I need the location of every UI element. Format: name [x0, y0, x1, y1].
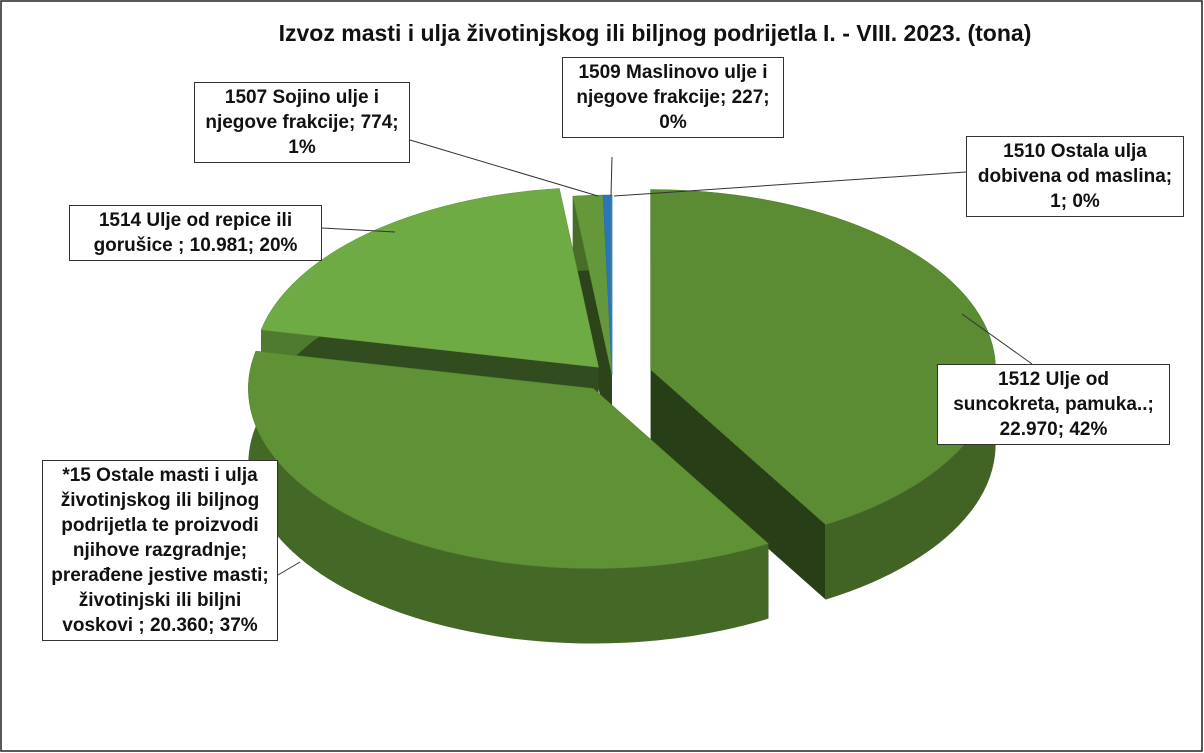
label-part: 42% [1069, 419, 1108, 440]
label-part: 1512 Ulje od suncokreta, pamuka.. [953, 369, 1148, 415]
label-part: 20.360 [149, 615, 209, 636]
slice-side [650, 369, 826, 600]
leader-line [961, 313, 1033, 365]
leader-line [610, 156, 613, 197]
slice [248, 350, 769, 569]
leader-lines [277, 139, 1033, 576]
data-label: 1507 Sojino ulje i njegove frakcije; 774… [194, 82, 410, 163]
chart-title: Izvoz masti i ulja životinjskog ili bilj… [278, 20, 1032, 46]
label-part: 774 [360, 112, 393, 133]
slice-edge [248, 351, 769, 644]
label-part: 37% [219, 615, 258, 636]
label-part: 10.981 [189, 235, 248, 256]
label-part: 1 [1050, 191, 1061, 212]
slice [650, 189, 996, 525]
data-label: 1514 Ulje od repice ili gorušice ; 10.98… [69, 205, 322, 261]
label-part: 1509 Maslinovo ulje i njegove frakcije [576, 62, 768, 108]
pie [248, 188, 996, 644]
label-part: *15 Ostale masti i ulja životinjskog ili… [51, 465, 269, 636]
data-label: 1509 Maslinovo ulje i njegove frakcije; … [562, 57, 784, 138]
label-part: 1507 Sojino ulje i njegove frakcije [205, 87, 380, 133]
label-part: 227 [731, 87, 764, 108]
label-part: 1514 Ulje od repice ili gorušice [93, 210, 293, 256]
label-part: 0% [659, 112, 687, 133]
leader-line [321, 227, 396, 233]
label-part: 1510 Ostala ulja dobivena od maslina [977, 141, 1166, 187]
label-part: 1% [288, 137, 316, 158]
label-part: 20% [259, 235, 298, 256]
label-part: 0% [1072, 191, 1100, 212]
data-label: *15 Ostale masti i ulja životinjskog ili… [42, 460, 278, 641]
data-label: 1512 Ulje od suncokreta, pamuka..; 22.97… [937, 364, 1170, 445]
leader-line [613, 171, 967, 197]
slice [260, 188, 599, 368]
label-part: 22.970 [999, 419, 1058, 440]
leader-line [409, 139, 599, 197]
leader-line [277, 561, 301, 576]
data-label: 1510 Ostala ulja dobivena od maslina; 1;… [966, 136, 1184, 217]
